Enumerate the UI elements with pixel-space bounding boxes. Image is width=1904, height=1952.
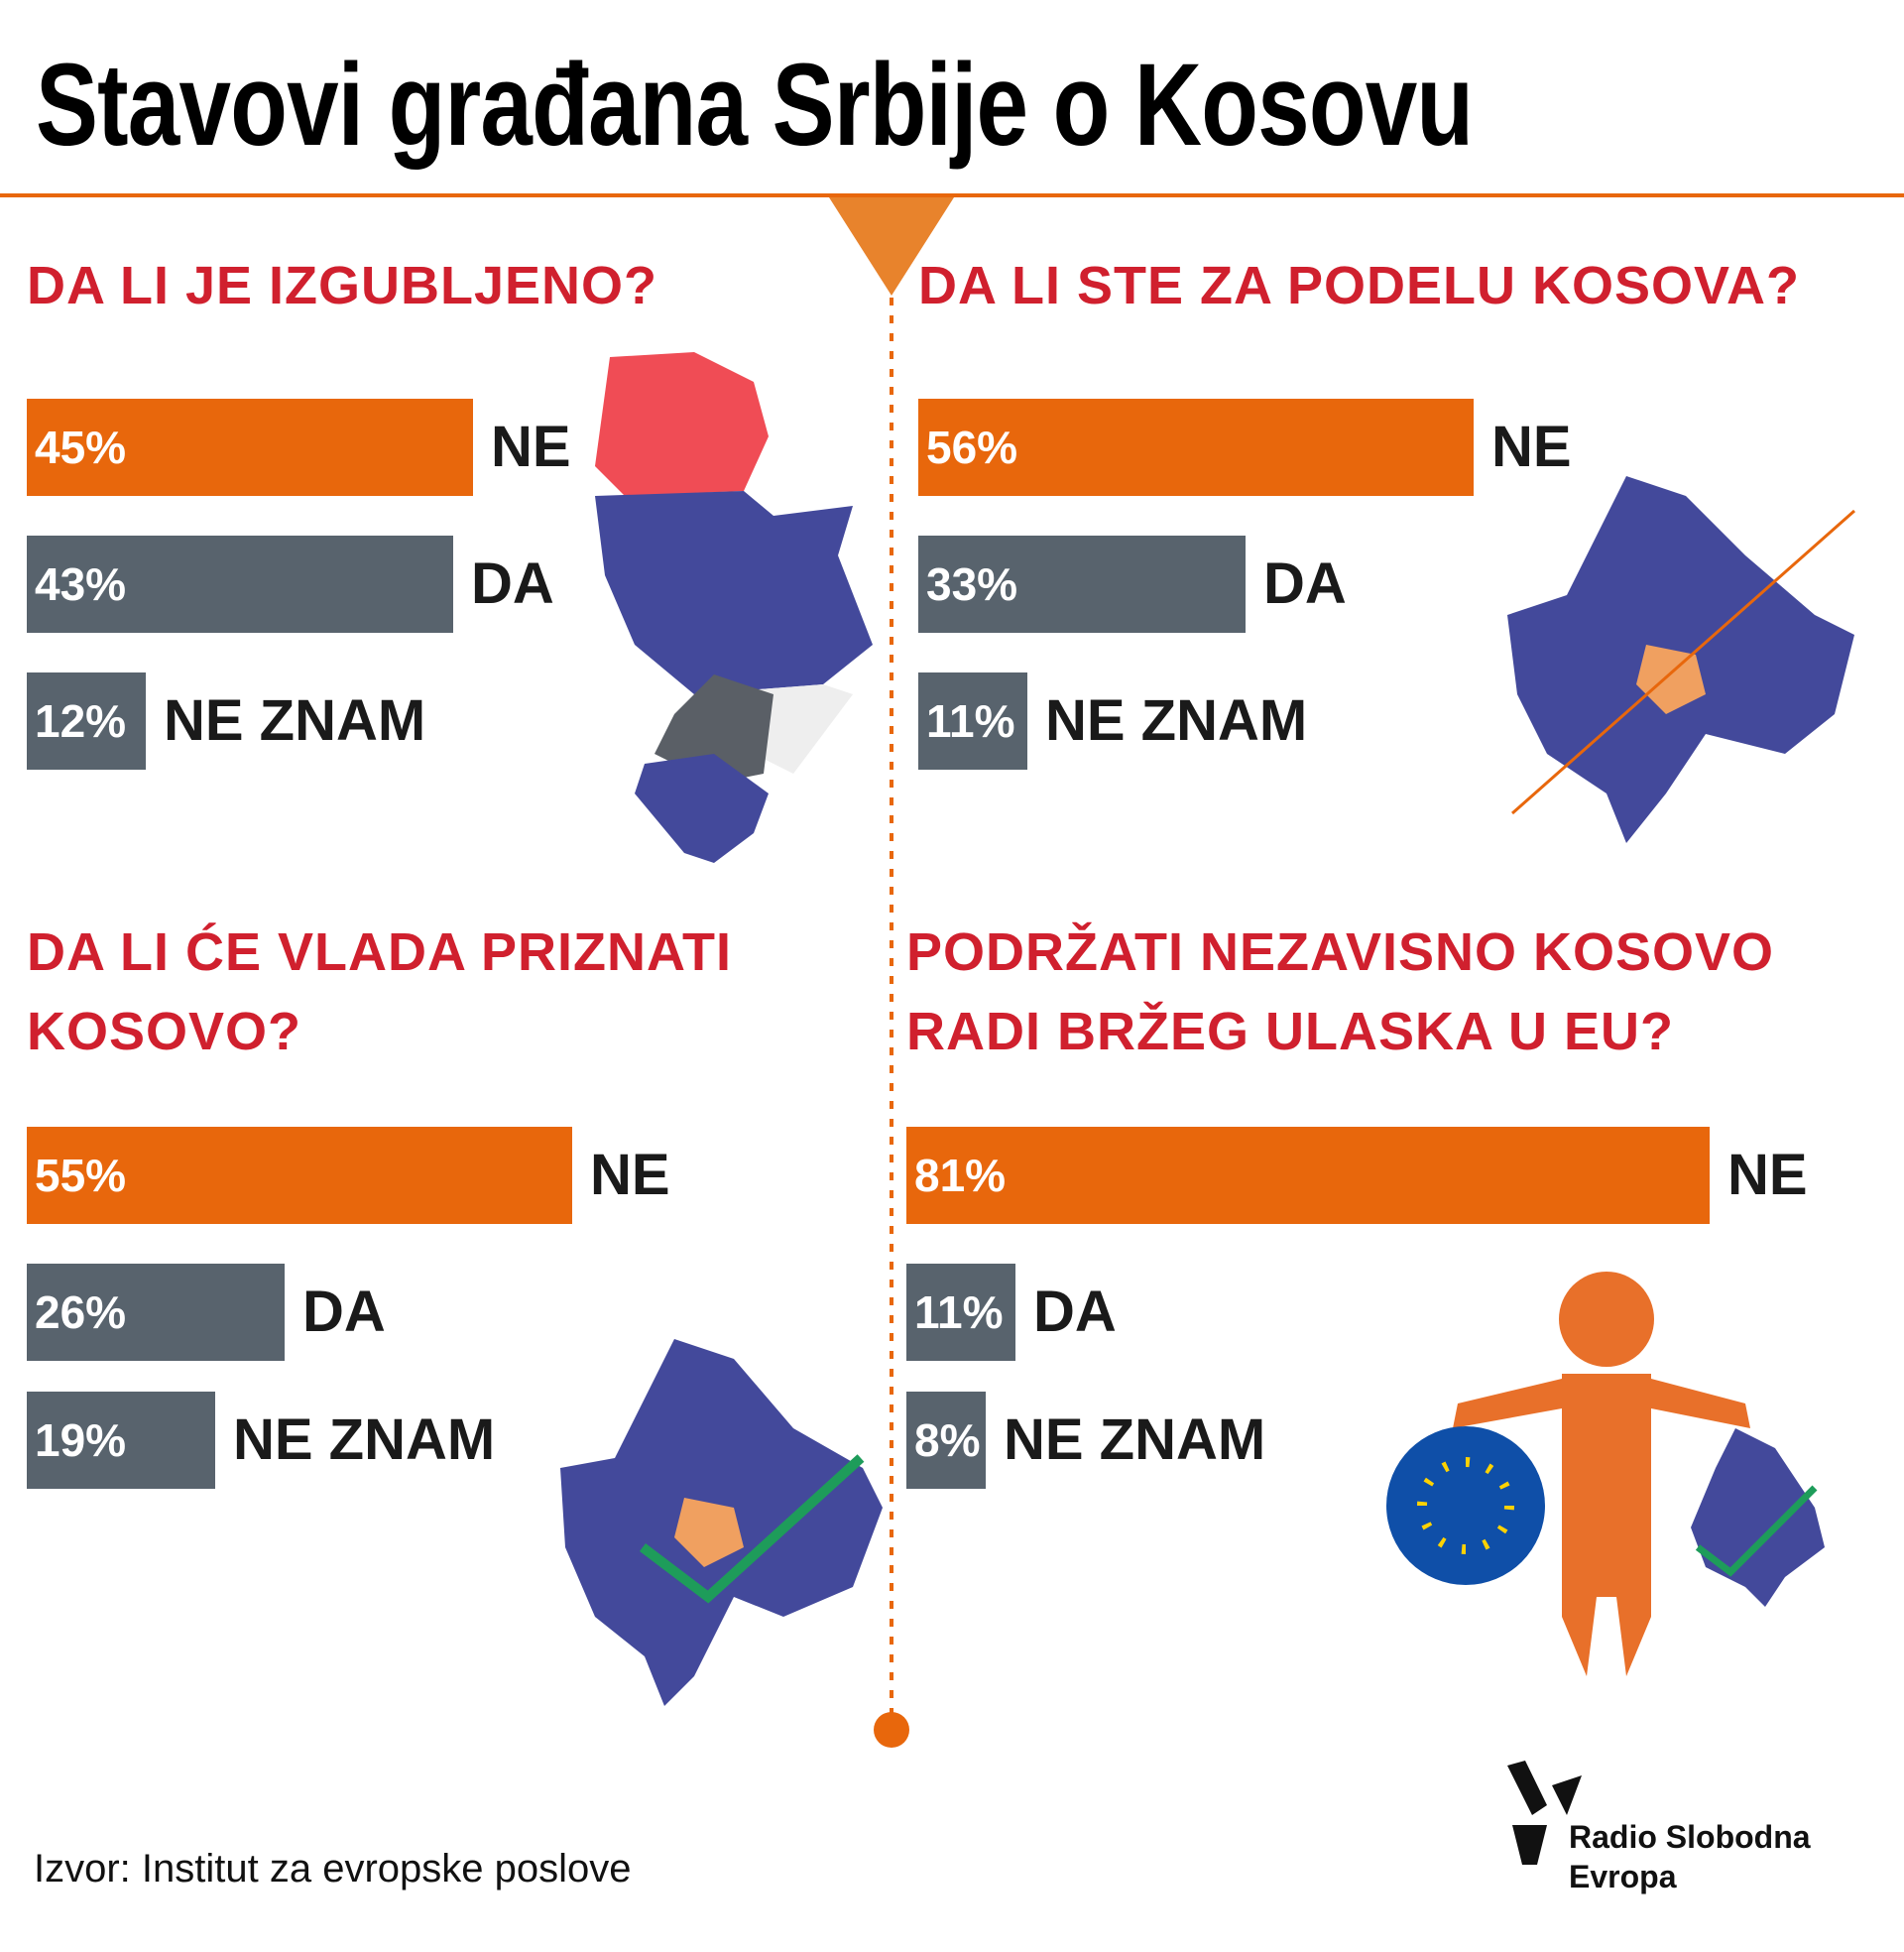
value-label: 56% bbox=[926, 422, 1018, 473]
value-label: 11% bbox=[926, 695, 1015, 747]
person-head bbox=[1559, 1272, 1654, 1367]
category-label: NE ZNAM bbox=[233, 1407, 496, 1472]
category-label: DA bbox=[471, 551, 554, 616]
value-label: 8% bbox=[914, 1414, 981, 1466]
bar bbox=[918, 672, 1027, 770]
bar bbox=[27, 1127, 572, 1224]
bar bbox=[27, 672, 146, 770]
category-label: NE bbox=[590, 1143, 670, 1207]
person-body bbox=[1562, 1374, 1651, 1676]
value-label: 55% bbox=[35, 1150, 127, 1201]
value-label: 81% bbox=[914, 1150, 1007, 1201]
map-middle bbox=[595, 491, 873, 694]
bar bbox=[27, 399, 473, 496]
kosovo-shape bbox=[674, 1498, 744, 1567]
map-kosovo bbox=[635, 754, 769, 863]
value-label: 12% bbox=[35, 695, 127, 747]
logo-text: Evropa bbox=[1569, 1859, 1677, 1894]
bar bbox=[27, 536, 453, 633]
category-label: DA bbox=[1263, 551, 1347, 616]
cross-line bbox=[1511, 509, 1855, 815]
value-label: 26% bbox=[35, 1286, 127, 1338]
triangle bbox=[829, 197, 954, 296]
category-label: NE ZNAM bbox=[1045, 688, 1308, 753]
category-label: DA bbox=[1033, 1280, 1117, 1344]
kosovo-small bbox=[1691, 1428, 1825, 1607]
person-arms bbox=[1453, 1379, 1750, 1428]
check bbox=[639, 1454, 865, 1604]
logo-icon bbox=[1507, 1761, 1582, 1865]
bar bbox=[906, 1392, 986, 1489]
map-north bbox=[595, 352, 769, 496]
category-label: DA bbox=[302, 1280, 386, 1344]
value-label: 33% bbox=[926, 558, 1018, 610]
chart-title: DA LI JE IZGUBLJENO? bbox=[27, 256, 658, 315]
logo: Radio Slobodna Evropa bbox=[1569, 1817, 1811, 1896]
chart-title: PODRŽATI NEZAVISNO KOSOVO RADI BRŽEG ULA… bbox=[906, 922, 1775, 1061]
chart-title: DA LI STE ZA PODELU KOSOVA? bbox=[918, 256, 1801, 315]
category-label: NE ZNAM bbox=[164, 688, 426, 753]
value-label: 19% bbox=[35, 1414, 127, 1466]
value-label: 43% bbox=[35, 558, 127, 610]
category-label: NE bbox=[1491, 415, 1572, 479]
map-regions bbox=[654, 674, 774, 784]
page-title: Stavovi građana Srbije o Kosovu bbox=[36, 40, 1474, 171]
bar bbox=[918, 536, 1246, 633]
bar bbox=[27, 1392, 215, 1489]
value-label: 11% bbox=[914, 1286, 1004, 1338]
bar bbox=[918, 399, 1474, 496]
eu-stars bbox=[1417, 1457, 1514, 1554]
logo-text: Radio Slobodna bbox=[1569, 1819, 1811, 1855]
bar bbox=[906, 1127, 1710, 1224]
category-label: NE bbox=[491, 415, 571, 479]
chart-title: DA LI ĆE VLADA PRIZNATI KOSOVO? bbox=[27, 922, 732, 1061]
check bbox=[1695, 1485, 1818, 1577]
category-label: NE ZNAM bbox=[1004, 1407, 1266, 1472]
bar bbox=[27, 1264, 285, 1361]
kosovo-shape bbox=[1636, 645, 1706, 714]
source: Izvor: Institut za evropske poslove bbox=[34, 1847, 632, 1891]
value-label: 45% bbox=[35, 422, 127, 473]
divider-end bbox=[874, 1712, 909, 1748]
bar bbox=[906, 1264, 1015, 1361]
eu-circle bbox=[1386, 1426, 1545, 1585]
category-label: NE bbox=[1727, 1143, 1808, 1207]
